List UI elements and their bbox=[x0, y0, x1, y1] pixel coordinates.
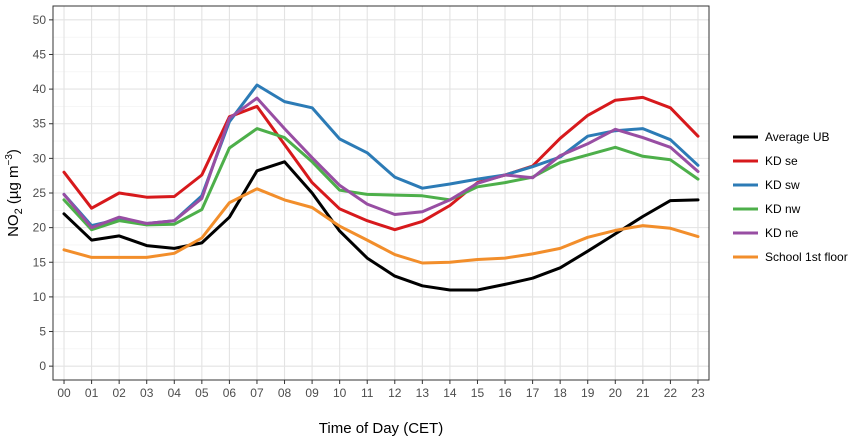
legend-label-0: Average UB bbox=[765, 130, 829, 144]
x-tick-label: 06 bbox=[223, 386, 237, 400]
x-tick-label: 00 bbox=[57, 386, 71, 400]
y-axis-title-superscript: −3 bbox=[4, 154, 15, 166]
legend-label-3: KD nw bbox=[765, 202, 801, 216]
y-tick-label: 30 bbox=[33, 151, 47, 165]
legend-label-4: KD ne bbox=[765, 226, 799, 240]
x-tick-label: 23 bbox=[691, 386, 705, 400]
y-axis-title-unit-open: (µg m bbox=[5, 165, 22, 208]
x-tick-label: 07 bbox=[250, 386, 264, 400]
x-tick-label: 09 bbox=[305, 386, 319, 400]
x-tick-label: 19 bbox=[581, 386, 595, 400]
x-tick-label: 12 bbox=[388, 386, 402, 400]
x-tick-label: 10 bbox=[333, 386, 347, 400]
y-tick-label: 50 bbox=[33, 13, 47, 27]
x-axis-ticks: 00 01 02 03 04 05 06 07 08 09 10 11 12 13 14 15 16 17 18 19… bbox=[57, 380, 705, 400]
x-tick-label: 15 bbox=[471, 386, 485, 400]
legend-label-1: KD se bbox=[765, 154, 798, 168]
x-tick-label: 08 bbox=[278, 386, 292, 400]
y-tick-label: 35 bbox=[33, 117, 47, 131]
legend-label-2: KD sw bbox=[765, 178, 800, 192]
series-line-5 bbox=[62, 187, 700, 265]
x-tick-label: 01 bbox=[85, 386, 99, 400]
x-tick-label: 20 bbox=[609, 386, 623, 400]
series-line-4 bbox=[62, 96, 700, 230]
y-tick-label: 5 bbox=[39, 325, 46, 339]
minor-gridlines bbox=[53, 36, 709, 350]
x-tick-label: 04 bbox=[168, 386, 182, 400]
series-line-1 bbox=[62, 95, 700, 232]
x-tick-label: 05 bbox=[195, 386, 209, 400]
major-gridlines bbox=[53, 6, 709, 380]
y-axis-title: NO2 (µg m−3) bbox=[4, 149, 25, 237]
series-line-3 bbox=[62, 127, 700, 232]
x-tick-label: 16 bbox=[498, 386, 512, 400]
x-tick-label: 11 bbox=[361, 386, 374, 400]
y-axis-title-prefix: NO bbox=[5, 214, 22, 237]
y-tick-label: 20 bbox=[33, 221, 47, 235]
x-tick-label: 13 bbox=[416, 386, 430, 400]
legend-label-5: School 1st floor bbox=[765, 250, 848, 264]
x-tick-label: 22 bbox=[664, 386, 678, 400]
legend: Average UB KD se KD sw KD nw KD ne School 1st… bbox=[733, 130, 848, 264]
y-axis-title-subscript: 2 bbox=[13, 208, 25, 214]
y-tick-label: 10 bbox=[33, 290, 47, 304]
y-tick-label: 25 bbox=[33, 186, 47, 200]
x-tick-label: 17 bbox=[526, 386, 540, 400]
y-axis-ticks: 0 5 10 15 20 25 30 35 40 45 50 bbox=[33, 13, 53, 373]
x-axis-title: Time of Day (CET) bbox=[319, 420, 443, 437]
series-line-0 bbox=[62, 160, 700, 292]
x-tick-label: 02 bbox=[112, 386, 126, 400]
series-lines bbox=[62, 83, 700, 292]
y-tick-label: 40 bbox=[33, 82, 47, 96]
x-tick-label: 21 bbox=[636, 386, 650, 400]
y-tick-label: 0 bbox=[39, 359, 46, 373]
y-axis-title-unit-close: ) bbox=[5, 149, 22, 154]
y-tick-label: 45 bbox=[33, 47, 47, 61]
x-tick-label: 03 bbox=[140, 386, 154, 400]
y-tick-label: 15 bbox=[33, 255, 47, 269]
x-tick-label: 18 bbox=[553, 386, 567, 400]
x-tick-label: 14 bbox=[443, 386, 457, 400]
